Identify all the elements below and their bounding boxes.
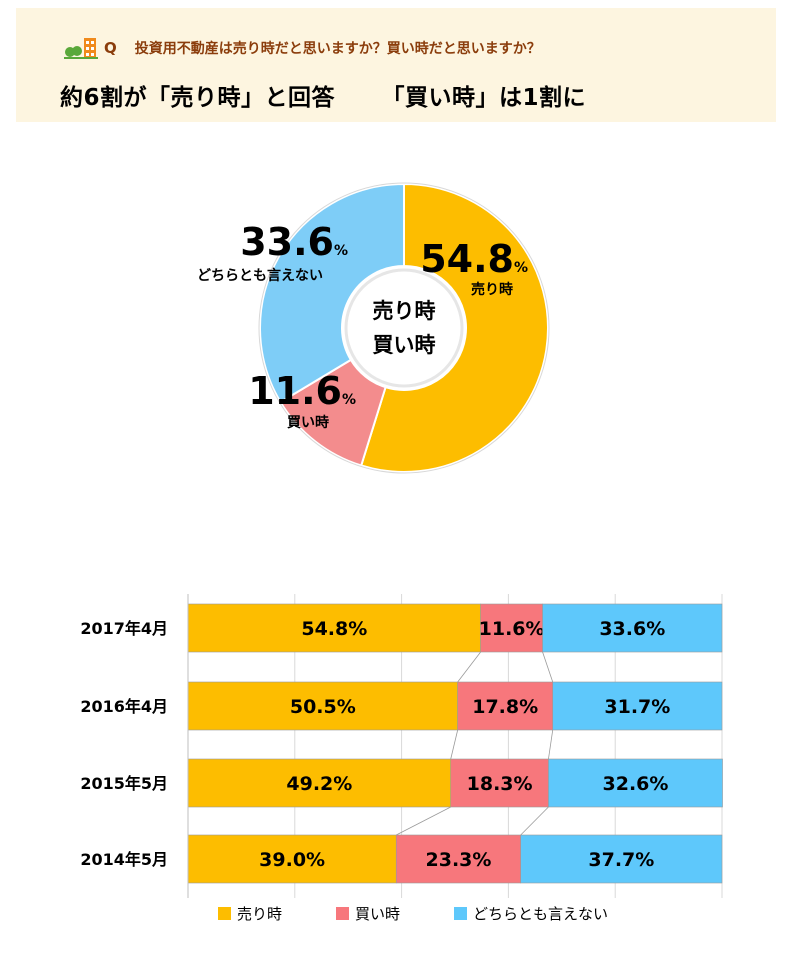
donut-center-line-1: 売り時 [373, 299, 436, 323]
series-connector-line [520, 806, 549, 836]
bar-segment-neither [548, 758, 723, 808]
donut-hole [344, 268, 464, 388]
bar-segment-buy [480, 603, 543, 653]
donut-center-line-2: 買い時 [373, 333, 436, 357]
bar-data-label-neither: 32.6% [603, 773, 669, 795]
pie-value-label-buy: 11.6% [248, 369, 356, 413]
pie-value-label-sell: 54.8% [420, 237, 528, 281]
bar-segment-sell [187, 681, 458, 731]
bar-data-label-neither: 31.7% [604, 696, 670, 718]
question-mark-label: Q [104, 39, 117, 57]
bar-data-label-buy: 11.6% [479, 618, 545, 640]
bar-legend: 売り時 買い時 どちらとも言えない [218, 903, 662, 924]
legend-swatch-buy [336, 907, 350, 920]
bar-segment-neither [542, 603, 723, 653]
bar-segment-neither [520, 834, 723, 884]
series-connector-line [396, 806, 451, 836]
pie-value-label-neither: 33.6% [240, 220, 348, 264]
bar-data-label-buy: 23.3% [426, 849, 492, 871]
headline: 約6割が「売り時」と回答 「買い時」は1割に [60, 78, 586, 112]
bar-segment-neither [552, 681, 723, 731]
category-label: 2014年5月 [80, 850, 168, 869]
series-connector-line [457, 651, 481, 683]
legend-swatch-neither [454, 907, 468, 920]
category-label: 2016年4月 [80, 697, 168, 716]
legend-item-neither: どちらとも言えない [454, 903, 608, 924]
legend-label-buy: 買い時 [355, 905, 401, 923]
legend-item-sell: 売り時 [218, 903, 282, 924]
legend-label-neither: どちらとも言えない [473, 905, 609, 923]
pie-name-label-sell: 売り時 [471, 281, 513, 298]
bar-data-label-buy: 17.8% [472, 696, 538, 718]
category-label: 2017年4月 [80, 619, 168, 638]
series-connector-line [548, 729, 554, 760]
series-connector-line [450, 729, 459, 760]
bar-segment-sell [187, 758, 452, 808]
bar-segment-sell [187, 834, 397, 884]
series-connector-line [542, 651, 554, 683]
legend-label-sell: 売り時 [237, 905, 283, 923]
category-label: 2015年5月 [80, 774, 168, 793]
bar-data-label-sell: 54.8% [301, 618, 367, 640]
bar-data-label-neither: 37.7% [588, 849, 654, 871]
bar-segment-buy [457, 681, 554, 731]
building-icon [64, 38, 98, 59]
donut-outline [258, 182, 550, 474]
question-line: Q 投資用不動産は売り時だと思いますか？買い時だと思いますか？ [64, 36, 541, 60]
bar-data-label-sell: 49.2% [286, 773, 352, 795]
pie-slice-sell [359, 182, 549, 473]
pie-name-label-buy: 買い時 [287, 414, 329, 431]
headline-part-1: 約6割が「売り時」と回答 [60, 85, 336, 111]
pie-slice-neither [259, 182, 405, 404]
legend-item-buy: 買い時 [336, 903, 400, 924]
bar-data-label-sell: 50.5% [290, 696, 356, 718]
bar-data-label-buy: 18.3% [467, 773, 533, 795]
headline-part-2: 「買い時」は1割に [381, 85, 587, 111]
pie-name-label-neither: どちらとも言えない [197, 267, 323, 284]
legend-swatch-sell [218, 907, 231, 920]
bar-segment-buy [395, 834, 521, 884]
question-header: Q 投資用不動産は売り時だと思いますか？買い時だと思いますか？ 約6割が「売り時… [16, 8, 776, 122]
bar-data-label-sell: 39.0% [259, 849, 325, 871]
bar-data-label-neither: 33.6% [599, 618, 665, 640]
question-text: 投資用不動産は売り時だと思いますか？買い時だと思いますか？ [134, 41, 541, 57]
bar-segment-buy [450, 758, 549, 808]
